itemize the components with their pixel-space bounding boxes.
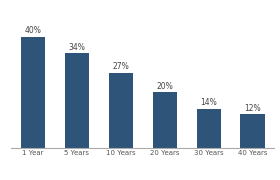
- Text: 14%: 14%: [200, 98, 217, 107]
- Bar: [241, 114, 265, 148]
- Bar: [197, 109, 221, 148]
- Text: 40%: 40%: [25, 26, 41, 35]
- Bar: [65, 53, 89, 148]
- Bar: [109, 73, 133, 148]
- Bar: [21, 37, 45, 148]
- Text: 20%: 20%: [156, 82, 173, 91]
- Text: 12%: 12%: [244, 104, 261, 113]
- Text: 27%: 27%: [113, 62, 129, 71]
- Text: 34%: 34%: [69, 43, 85, 52]
- Bar: [153, 92, 177, 148]
